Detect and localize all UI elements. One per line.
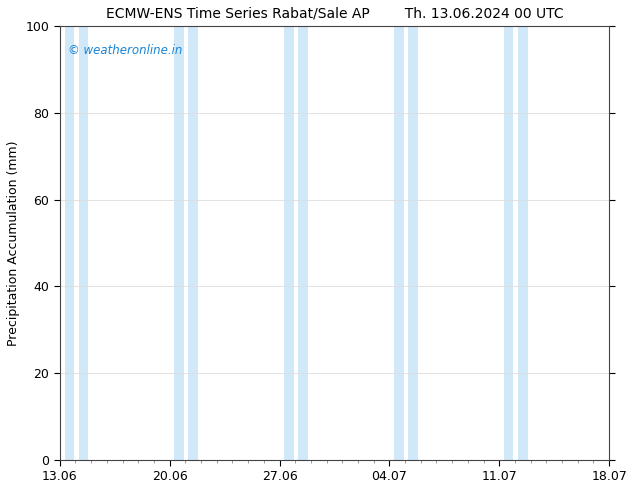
Bar [65, 26, 74, 460]
Bar [174, 26, 184, 460]
Bar [394, 26, 403, 460]
Bar [299, 26, 307, 460]
Title: ECMW-ENS Time Series Rabat/Sale AP        Th. 13.06.2024 00 UTC: ECMW-ENS Time Series Rabat/Sale AP Th. 1… [106, 7, 563, 21]
Bar [284, 26, 294, 460]
Bar [518, 26, 527, 460]
Bar [614, 26, 623, 460]
Bar [188, 26, 198, 460]
Bar [504, 26, 514, 460]
Text: © weatheronline.in: © weatheronline.in [68, 44, 183, 57]
Y-axis label: Precipitation Accumulation (mm): Precipitation Accumulation (mm) [7, 140, 20, 346]
Bar [79, 26, 88, 460]
Bar [628, 26, 634, 460]
Bar [408, 26, 418, 460]
